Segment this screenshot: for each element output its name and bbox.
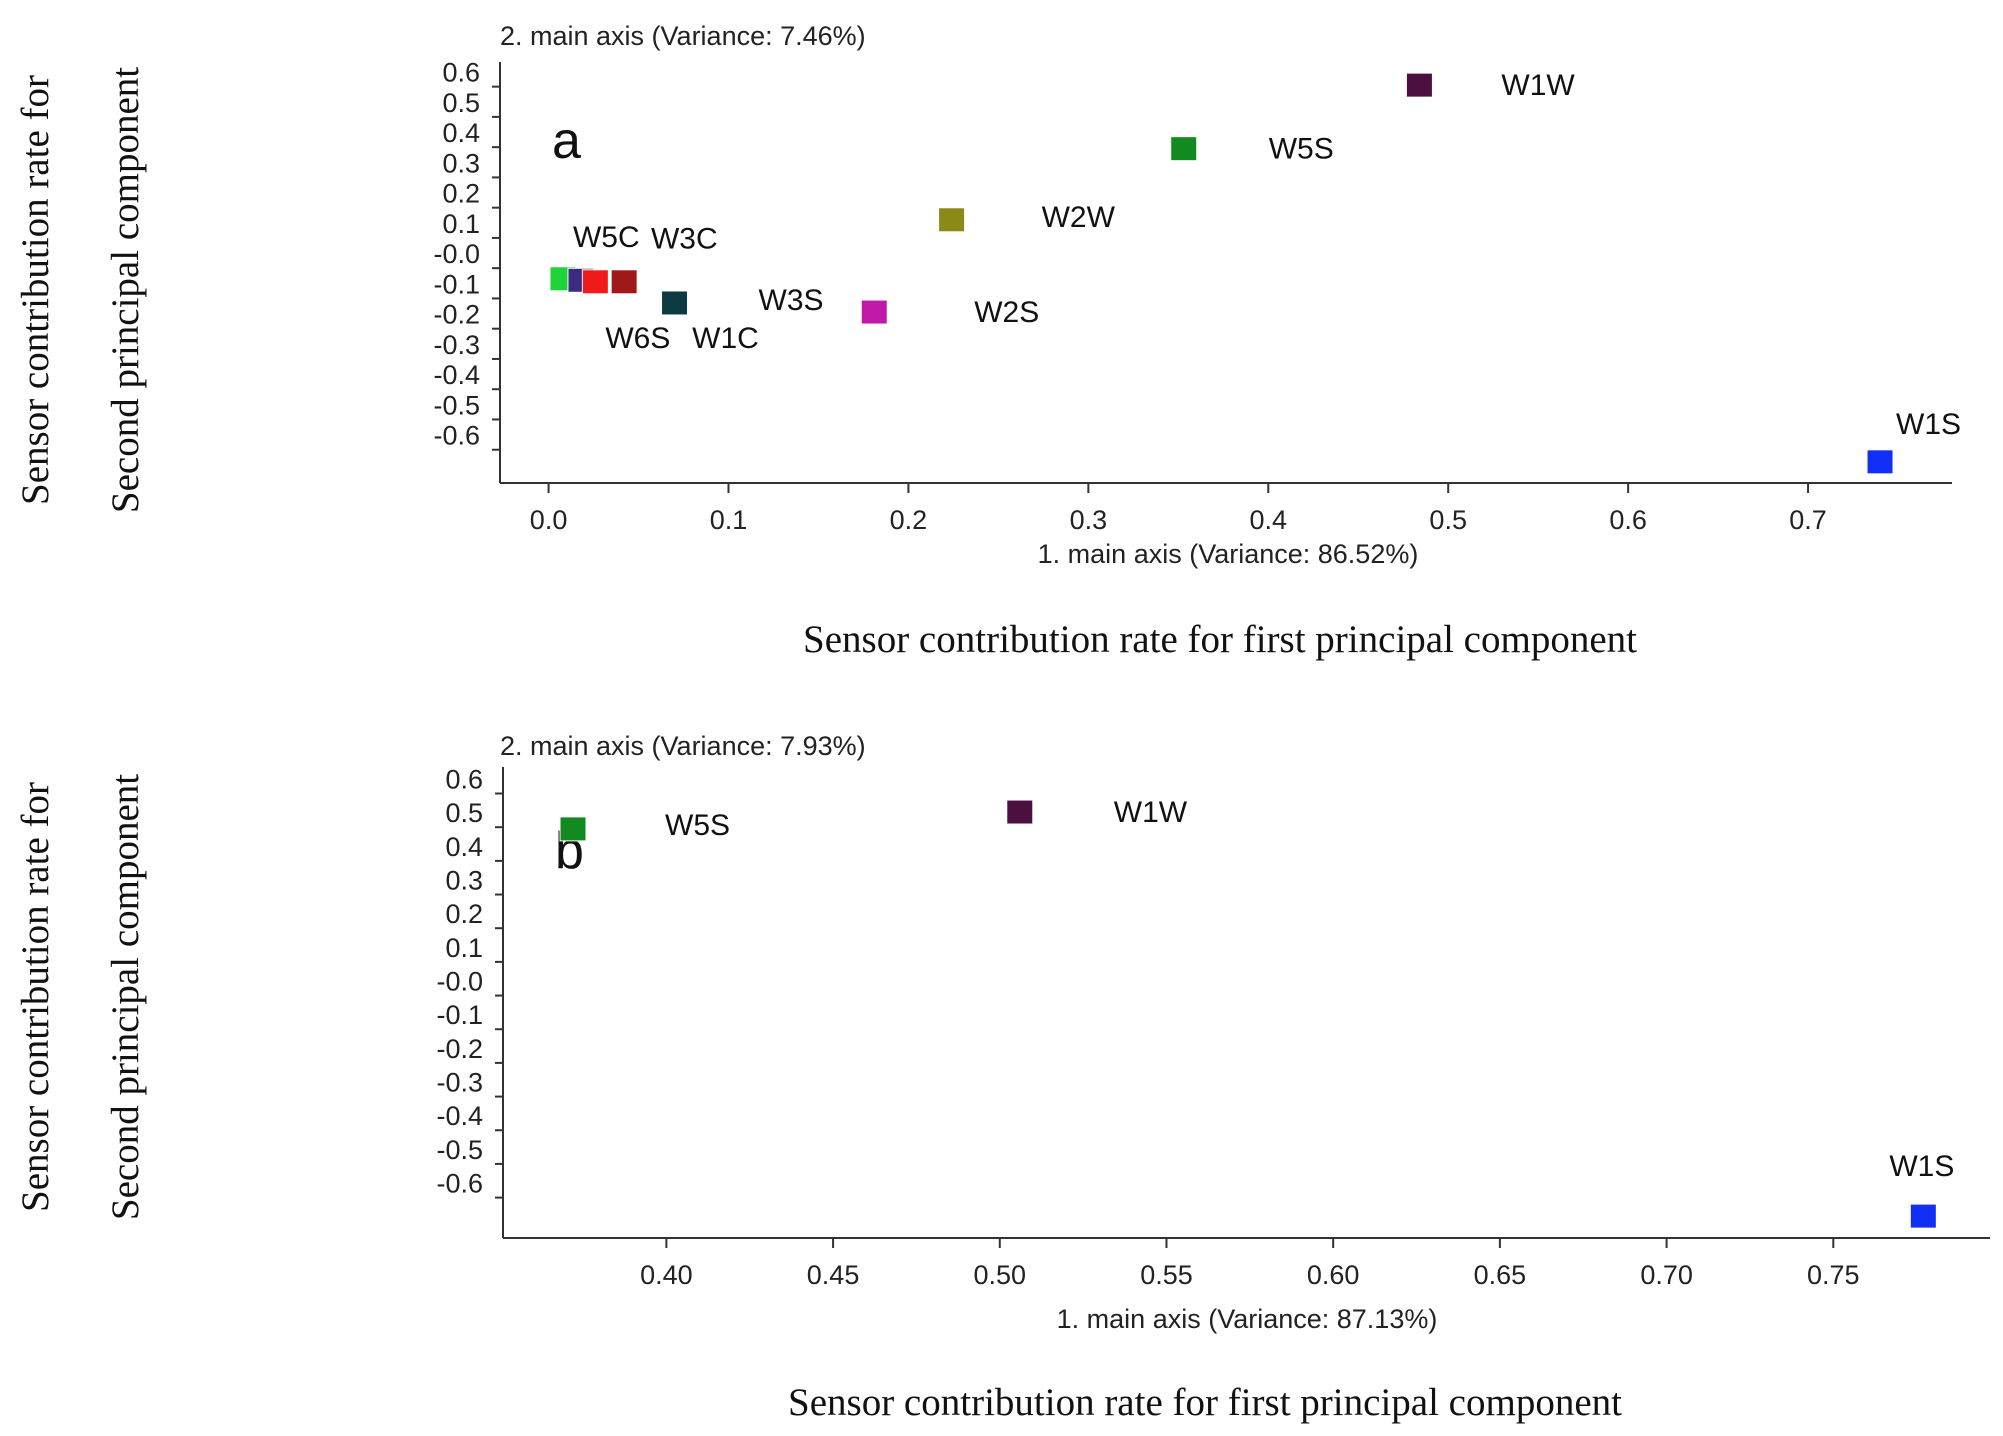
x-tick-label: 0.75 <box>1807 1260 1860 1290</box>
point-label-w5s: W5S <box>665 809 730 842</box>
point-w1s <box>1909 1203 1937 1229</box>
x-tick-label: 0.0 <box>530 505 568 535</box>
y-tick-label: -0.0 <box>433 239 480 269</box>
x-tick-label: 0.55 <box>1140 1260 1193 1290</box>
point-label-w1s: W1S <box>1889 1150 1954 1183</box>
outer-x-axis-label: Sensor contribution rate for first princ… <box>803 618 1637 661</box>
outer-y-axis-label-line2: Second principal component <box>104 67 147 513</box>
y-tick-label: 0.2 <box>442 179 480 209</box>
y-tick-label: -0.2 <box>436 1034 483 1064</box>
chart-panel-a: 0.60.50.40.30.20.1-0.0-0.1-0.2-0.3-0.4-0… <box>14 21 1961 661</box>
x-axis-label: 1. main axis (Variance: 86.52%) <box>1038 539 1419 569</box>
y-tick-label: 0.3 <box>445 866 483 896</box>
y-tick-label: -0.1 <box>436 1000 483 1030</box>
point-w1w <box>1405 72 1433 98</box>
x-tick-label: 0.6 <box>1609 505 1647 535</box>
y-tick-label: 0.6 <box>442 58 480 88</box>
y-tick-label: -0.3 <box>433 330 480 360</box>
point-label-w3c: W3C <box>651 222 718 255</box>
x-axis-label: 1. main axis (Variance: 87.13%) <box>1057 1304 1438 1334</box>
x-tick-label: 0.70 <box>1640 1260 1693 1290</box>
point-w1s <box>1866 449 1894 475</box>
point-label-w2w: W2W <box>1042 201 1116 234</box>
y-tick-label: -0.0 <box>436 967 483 997</box>
y-axis-label: 2. main axis (Variance: 7.46%) <box>500 21 866 51</box>
y-tick-label: -0.4 <box>433 360 480 390</box>
y-tick-label: -0.6 <box>433 421 480 451</box>
point-w2s <box>860 299 888 325</box>
panel-letter: a <box>552 112 581 170</box>
point-w5s <box>559 816 587 842</box>
y-tick-label: -0.6 <box>436 1169 483 1199</box>
point-label-w1c: W1C <box>692 322 759 355</box>
point-label-w3s: W3S <box>759 284 824 317</box>
y-axis-label: 2. main axis (Variance: 7.93%) <box>500 731 866 761</box>
y-tick-label: 0.6 <box>445 765 483 795</box>
x-tick-label: 0.7 <box>1789 505 1827 535</box>
point-w2w <box>938 207 966 233</box>
point-label-w1w: W1W <box>1114 796 1188 829</box>
y-tick-label: -0.5 <box>436 1135 483 1165</box>
x-tick-label: 0.45 <box>807 1260 860 1290</box>
point-w1c <box>610 269 638 295</box>
x-tick-label: 0.1 <box>710 505 748 535</box>
outer-y-axis-label-line1: Sensor contribution rate for <box>14 75 57 505</box>
chart-panel-b: 0.60.5 0.4 0.30.2 0.1 -0.0-0.1 -0.2 -0.3-0.4 -0… <box>14 731 1990 1424</box>
x-tick-label: 0.5 <box>1429 505 1467 535</box>
y-tick-label: 0.4 <box>445 832 483 862</box>
y-tick-label: 0.1 <box>442 209 480 239</box>
x-tick-label: 0.65 <box>1474 1260 1527 1290</box>
y-tick-label: 0.2 <box>445 899 483 929</box>
point-label-w1s: W1S <box>1896 408 1961 441</box>
y-tick-label: -0.3 <box>436 1068 483 1098</box>
point-w1w <box>1006 799 1034 825</box>
point-w6s <box>581 269 609 295</box>
outer-x-axis-label: Sensor contribution rate for first princ… <box>788 1381 1622 1424</box>
y-tick-label: 0.3 <box>442 148 480 178</box>
y-tick-label: -0.1 <box>433 269 480 299</box>
y-tick-label: 0.1 <box>445 933 483 963</box>
outer-y-axis-label-line1: Sensor contribution rate for <box>14 782 57 1212</box>
x-tick-label: 0.2 <box>890 505 928 535</box>
point-label-w5c: W5C <box>573 221 640 254</box>
point-label-w2s: W2S <box>974 296 1039 329</box>
y-tick-label: -0.5 <box>433 390 480 420</box>
point-label-w6s: W6S <box>605 322 670 355</box>
y-tick-label: 0.5 <box>445 798 483 828</box>
outer-y-axis-label-line2: Second principal component <box>104 774 147 1220</box>
y-tick-label: 0.5 <box>442 88 480 118</box>
y-tick-label: 0.4 <box>442 118 480 148</box>
y-tick-label: -0.4 <box>436 1101 483 1131</box>
point-label-w5s: W5S <box>1269 133 1334 166</box>
x-tick-label: 0.3 <box>1070 505 1108 535</box>
point-label-w1w: W1W <box>1501 69 1575 102</box>
x-tick-label: 0.4 <box>1250 505 1288 535</box>
x-tick-label: 0.40 <box>640 1260 693 1290</box>
x-tick-label: 0.60 <box>1307 1260 1360 1290</box>
y-tick-label: -0.2 <box>433 300 480 330</box>
x-tick-label: 0.50 <box>973 1260 1026 1290</box>
point-w3s <box>661 290 689 316</box>
point-w5s <box>1170 136 1198 162</box>
